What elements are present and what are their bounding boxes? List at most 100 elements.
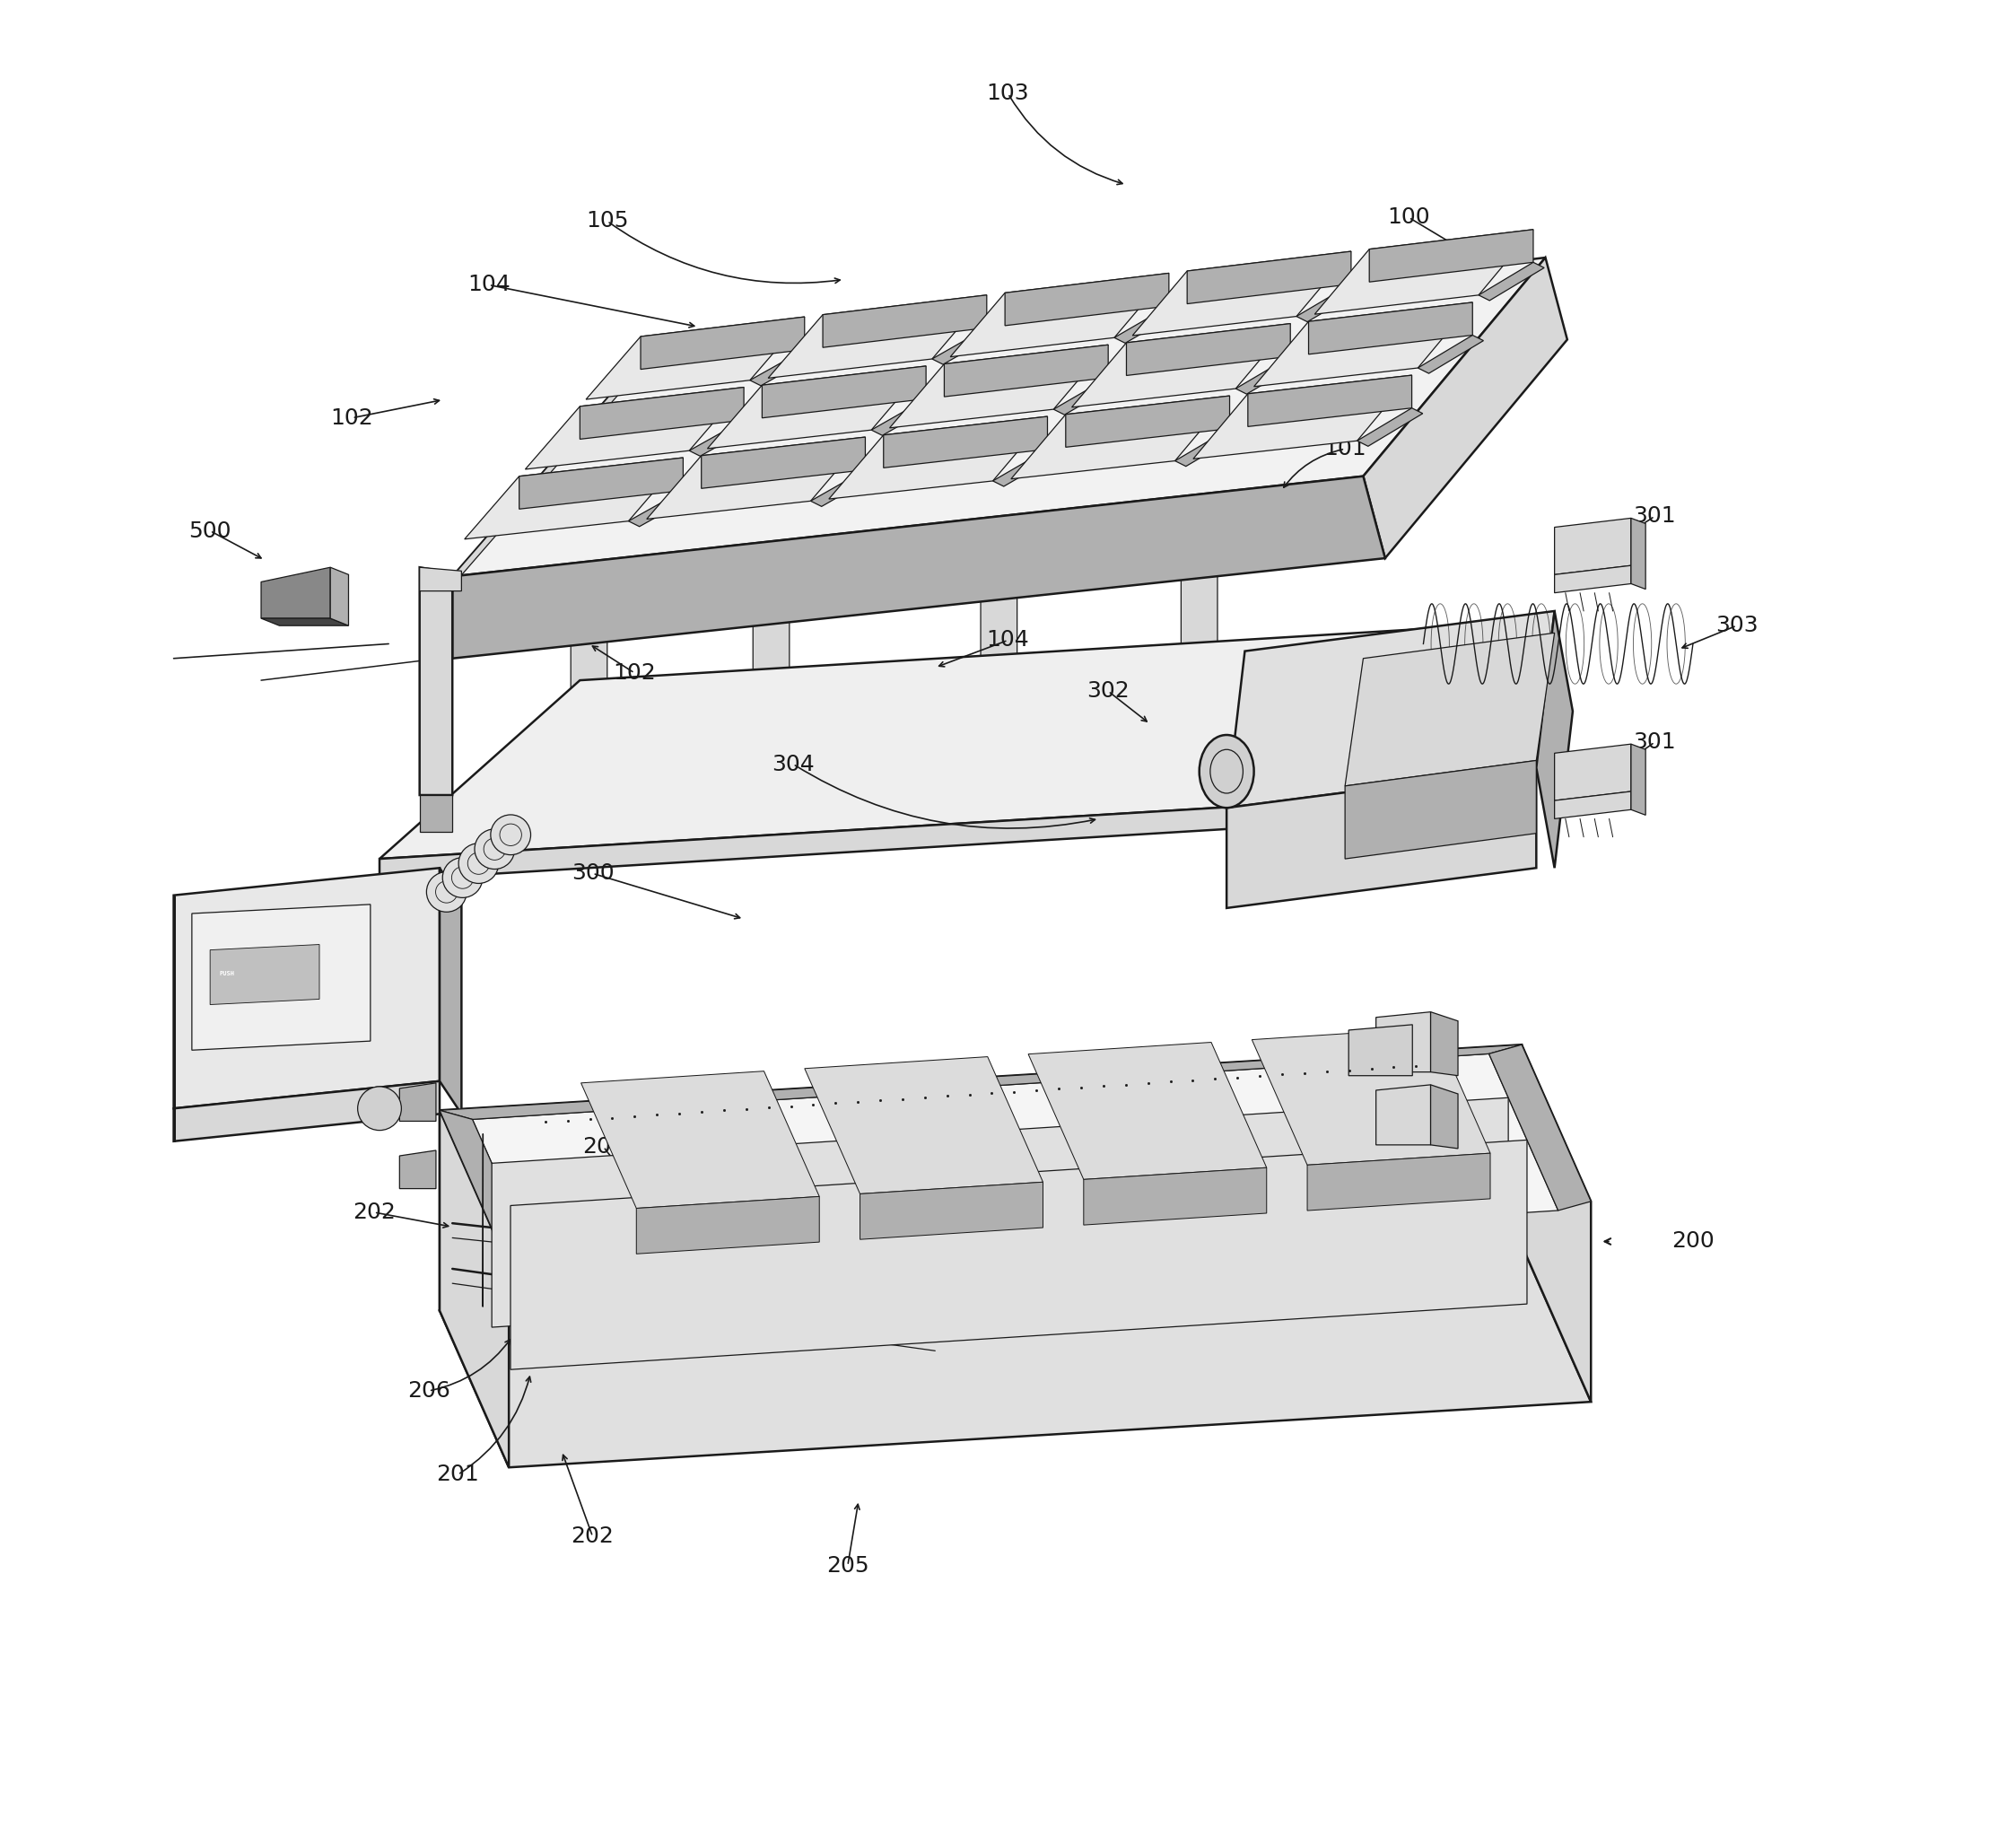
Polygon shape	[1490, 1045, 1591, 1211]
Text: 207: 207	[1115, 1085, 1157, 1107]
Text: 300: 300	[571, 862, 615, 884]
Polygon shape	[1314, 230, 1534, 314]
Polygon shape	[708, 365, 925, 449]
Polygon shape	[1248, 375, 1411, 426]
Polygon shape	[883, 417, 1048, 468]
Polygon shape	[1252, 1029, 1490, 1166]
Text: 202: 202	[571, 1526, 615, 1547]
Polygon shape	[1004, 274, 1169, 325]
Polygon shape	[750, 349, 816, 385]
Polygon shape	[379, 800, 1337, 881]
Polygon shape	[992, 449, 1058, 486]
Text: 201: 201	[435, 1463, 480, 1485]
Text: 102: 102	[613, 661, 655, 683]
Polygon shape	[510, 1140, 1526, 1370]
Polygon shape	[1133, 252, 1351, 336]
Polygon shape	[1073, 323, 1290, 407]
Circle shape	[490, 815, 530, 855]
Polygon shape	[399, 1151, 435, 1189]
Polygon shape	[1012, 396, 1230, 479]
Circle shape	[444, 857, 482, 897]
Polygon shape	[641, 316, 804, 369]
Polygon shape	[472, 1054, 1558, 1275]
Polygon shape	[980, 592, 1018, 698]
Polygon shape	[492, 1098, 1508, 1326]
Polygon shape	[1345, 632, 1554, 786]
Polygon shape	[331, 568, 349, 625]
Polygon shape	[419, 568, 462, 590]
Text: 301: 301	[1633, 506, 1675, 526]
Text: 302: 302	[1087, 680, 1129, 702]
Polygon shape	[861, 1182, 1042, 1239]
Polygon shape	[1554, 744, 1631, 800]
Polygon shape	[1337, 621, 1554, 822]
Polygon shape	[637, 1197, 818, 1253]
Polygon shape	[1054, 378, 1119, 415]
Polygon shape	[1554, 519, 1631, 576]
Polygon shape	[689, 420, 754, 457]
Text: 204: 204	[583, 1136, 625, 1158]
Polygon shape	[520, 459, 683, 510]
Polygon shape	[192, 904, 371, 1051]
Polygon shape	[439, 1045, 1522, 1310]
Polygon shape	[379, 621, 1536, 859]
Polygon shape	[581, 1071, 818, 1208]
Polygon shape	[210, 945, 319, 1005]
Polygon shape	[173, 868, 439, 1109]
Polygon shape	[931, 327, 998, 364]
Polygon shape	[1431, 1012, 1458, 1076]
Text: 104: 104	[468, 274, 510, 296]
Polygon shape	[1631, 744, 1645, 815]
Polygon shape	[871, 398, 937, 435]
Polygon shape	[439, 868, 462, 1114]
Polygon shape	[1306, 1153, 1490, 1211]
Polygon shape	[647, 437, 865, 519]
Polygon shape	[1478, 263, 1544, 301]
Polygon shape	[1115, 305, 1179, 343]
Polygon shape	[439, 1246, 1591, 1467]
Ellipse shape	[1200, 734, 1254, 808]
Text: 200: 200	[1671, 1231, 1714, 1251]
Polygon shape	[419, 795, 452, 831]
Polygon shape	[1349, 1025, 1413, 1076]
Polygon shape	[768, 294, 986, 378]
Circle shape	[458, 844, 498, 884]
Circle shape	[357, 1087, 401, 1131]
Text: 102: 102	[331, 407, 373, 429]
Polygon shape	[1085, 1167, 1266, 1224]
Text: PUSH: PUSH	[220, 970, 234, 976]
Polygon shape	[587, 316, 804, 400]
Text: 500: 500	[190, 521, 232, 541]
Polygon shape	[1431, 1085, 1458, 1149]
Polygon shape	[1226, 610, 1554, 808]
Polygon shape	[526, 387, 744, 470]
Text: 103: 103	[986, 82, 1030, 104]
Polygon shape	[1554, 566, 1631, 592]
Polygon shape	[823, 294, 986, 347]
Polygon shape	[829, 417, 1048, 499]
Polygon shape	[1187, 252, 1351, 303]
Polygon shape	[1193, 375, 1411, 459]
Text: 304: 304	[772, 753, 814, 775]
Polygon shape	[1345, 760, 1536, 859]
Polygon shape	[1363, 258, 1566, 559]
Polygon shape	[1066, 396, 1230, 448]
Polygon shape	[762, 365, 925, 418]
Polygon shape	[452, 477, 1385, 658]
Polygon shape	[702, 437, 865, 488]
Polygon shape	[804, 1056, 1042, 1193]
Polygon shape	[1296, 285, 1363, 322]
Polygon shape	[1377, 1085, 1431, 1146]
Polygon shape	[889, 345, 1109, 428]
Polygon shape	[464, 459, 683, 539]
Polygon shape	[950, 274, 1169, 356]
Polygon shape	[439, 1045, 1522, 1120]
Text: 105: 105	[587, 210, 629, 232]
Polygon shape	[1554, 791, 1631, 818]
Text: 104: 104	[986, 630, 1030, 650]
Polygon shape	[1357, 407, 1423, 446]
Polygon shape	[1028, 1041, 1266, 1180]
Polygon shape	[1417, 334, 1484, 373]
Polygon shape	[1377, 1012, 1431, 1072]
Polygon shape	[419, 568, 452, 795]
